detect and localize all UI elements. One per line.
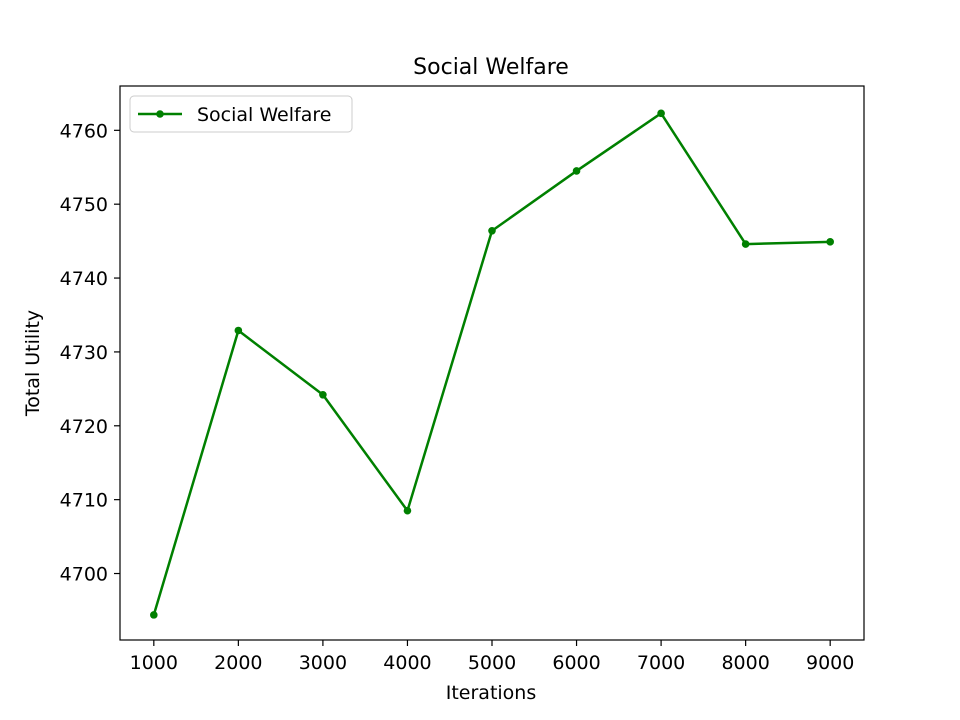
- x-tick-label: 8000: [721, 652, 769, 674]
- y-tick-label: 4740: [60, 268, 108, 290]
- x-tick-label: 1000: [130, 652, 178, 674]
- plot-area-frame: [119, 85, 865, 641]
- data-point: [488, 226, 496, 235]
- x-tick-label: 6000: [552, 652, 600, 674]
- y-tick-label: 4750: [60, 194, 108, 216]
- legend-marker: [156, 110, 164, 118]
- x-tick-label: 3000: [299, 652, 347, 674]
- data-point: [234, 326, 243, 335]
- data-point: [150, 611, 158, 619]
- data-point: [319, 390, 327, 399]
- y-axis-ticks: 4700 4710 4720 4730 4740 4750 4760: [60, 120, 120, 586]
- data-point: [572, 167, 581, 175]
- y-tick-label: 4700: [60, 564, 108, 586]
- x-tick-label: 5000: [468, 652, 516, 674]
- y-tick-label: 4720: [60, 416, 108, 438]
- y-tick-label: 4710: [60, 490, 108, 512]
- legend-label: Social Welfare: [197, 104, 331, 126]
- x-tick-label: 7000: [637, 652, 685, 674]
- x-tick-label: 4000: [383, 652, 431, 674]
- series-layer: [150, 109, 834, 619]
- chart-title: Social Welfare: [413, 55, 569, 80]
- x-tick-label: 2000: [214, 652, 262, 674]
- data-point: [403, 506, 412, 515]
- legend: Social Welfare: [129, 95, 353, 133]
- x-axis-ticks: 1000 2000 3000 4000 5000 6000 7000 8000 9000: [130, 640, 854, 674]
- data-point: [741, 240, 750, 248]
- legend-box: [129, 95, 353, 133]
- data-point: [826, 238, 834, 246]
- data-point: [657, 109, 665, 118]
- y-tick-label: 4730: [60, 342, 108, 364]
- x-axis-label: Iterations: [446, 682, 537, 704]
- x-tick-label: 9000: [806, 652, 854, 674]
- y-axis-label: Total Utility: [22, 310, 44, 417]
- y-tick-label: 4760: [60, 120, 108, 142]
